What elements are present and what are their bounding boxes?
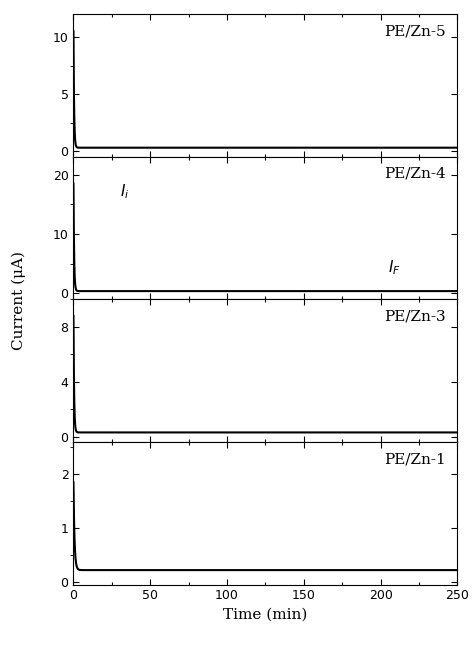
Text: PE/Zn-1: PE/Zn-1 <box>384 452 446 466</box>
X-axis label: Time (min): Time (min) <box>223 608 308 622</box>
Text: PE/Zn-4: PE/Zn-4 <box>384 167 446 181</box>
Text: PE/Zn-3: PE/Zn-3 <box>384 309 446 324</box>
Text: Current (μA): Current (μA) <box>12 251 26 350</box>
Text: PE/Zn-5: PE/Zn-5 <box>384 24 446 38</box>
Text: $I_F$: $I_F$ <box>388 258 401 277</box>
Text: $I_i$: $I_i$ <box>119 182 129 201</box>
